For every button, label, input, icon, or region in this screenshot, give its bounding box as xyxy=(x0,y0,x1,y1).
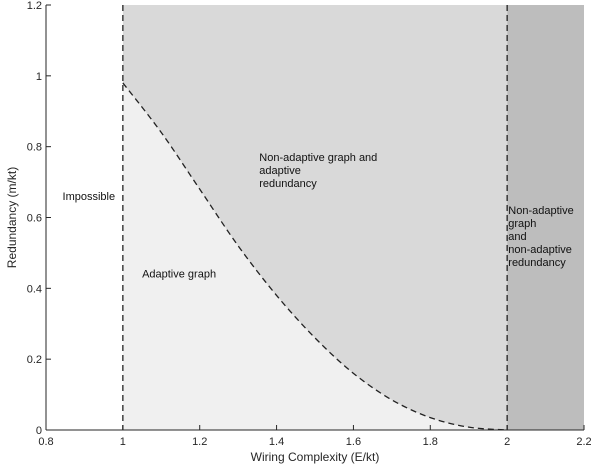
y-axis-label: Redundancy (m/kt) xyxy=(5,167,19,268)
region-non-adaptive-graph-and-adaptive-redundancy xyxy=(122,5,508,430)
y-tick-label: 1.2 xyxy=(27,0,42,12)
annotation-adaptive-graph: Adaptive graph xyxy=(142,269,216,281)
region-impossible xyxy=(46,5,123,430)
x-tick-label: 2 xyxy=(504,436,510,448)
x-tick-label: 0.8 xyxy=(38,436,53,448)
annotation-non-adaptive-graph-and-non-adaptive-redundancy: Non-adaptive graph and non-adaptive redundan… xyxy=(508,205,573,269)
x-tick-label: 1 xyxy=(120,436,126,448)
annotation-impossible: Impossible xyxy=(63,191,116,203)
y-tick-label: 0.4 xyxy=(27,283,42,295)
y-tick-label: 0.2 xyxy=(27,354,42,366)
y-tick-label: 1 xyxy=(36,71,42,83)
region-adaptive-graph xyxy=(122,82,508,431)
x-tick-label: 2.2 xyxy=(576,436,591,448)
annotation-non-adaptive-graph-and-adaptive-redundancy: Non-adaptive graph and adaptive redundancy xyxy=(259,152,377,190)
y-tick-label: 0.8 xyxy=(27,142,42,154)
y-tick-label: 0.6 xyxy=(27,213,42,225)
boundary-curve xyxy=(122,82,508,431)
x-tick-label: 1.4 xyxy=(269,436,284,448)
y-tick-label: 0 xyxy=(36,425,42,437)
x-axis-label: Wiring Complexity (E/kt) xyxy=(251,450,380,464)
region-non-adaptive-graph-and-non-adaptive-redundancy xyxy=(507,5,584,430)
x-tick-label: 1.6 xyxy=(346,436,361,448)
x-tick-label: 1.2 xyxy=(192,436,207,448)
x-tick-label: 1.8 xyxy=(423,436,438,448)
